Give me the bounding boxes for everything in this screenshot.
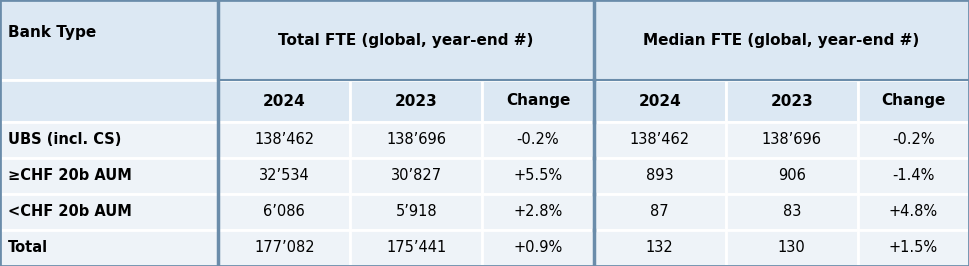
Text: 138’462: 138’462 — [630, 132, 690, 148]
Bar — [594, 230, 726, 266]
Text: 906: 906 — [778, 168, 805, 184]
Bar — [351, 158, 483, 194]
Bar — [0, 122, 218, 158]
Bar — [483, 80, 594, 122]
Text: Change: Change — [881, 94, 946, 109]
Text: ≥CHF 20b AUM: ≥CHF 20b AUM — [8, 168, 132, 184]
Bar — [0, 194, 218, 230]
Text: +5.5%: +5.5% — [514, 168, 563, 184]
Text: 6’086: 6’086 — [264, 205, 305, 219]
Text: +4.8%: +4.8% — [889, 205, 938, 219]
Bar — [351, 194, 483, 230]
Bar — [218, 0, 594, 80]
Bar — [594, 80, 726, 122]
Bar — [218, 158, 351, 194]
Bar — [858, 80, 969, 122]
Bar — [726, 194, 858, 230]
Text: 2023: 2023 — [770, 94, 813, 109]
Bar — [218, 122, 351, 158]
Bar — [483, 194, 594, 230]
Bar — [726, 80, 858, 122]
Bar — [483, 230, 594, 266]
Text: 30’827: 30’827 — [391, 168, 442, 184]
Bar — [351, 230, 483, 266]
Text: 87: 87 — [650, 205, 669, 219]
Text: 32’534: 32’534 — [259, 168, 310, 184]
Bar — [858, 194, 969, 230]
Text: 138’462: 138’462 — [254, 132, 314, 148]
Text: 2023: 2023 — [395, 94, 438, 109]
Bar — [726, 122, 858, 158]
Text: 83: 83 — [783, 205, 801, 219]
Bar — [0, 230, 218, 266]
Bar — [858, 158, 969, 194]
Text: 138’696: 138’696 — [387, 132, 447, 148]
Text: 130: 130 — [778, 240, 805, 256]
Text: Total: Total — [8, 240, 48, 256]
Text: Change: Change — [506, 94, 570, 109]
Text: 893: 893 — [646, 168, 673, 184]
Text: 2024: 2024 — [263, 94, 306, 109]
Bar — [594, 158, 726, 194]
Bar — [726, 230, 858, 266]
Text: 2024: 2024 — [639, 94, 681, 109]
Text: 132: 132 — [645, 240, 673, 256]
Text: 5’918: 5’918 — [395, 205, 437, 219]
Text: +2.8%: +2.8% — [514, 205, 563, 219]
Bar — [594, 0, 969, 80]
Bar — [594, 194, 726, 230]
Text: 138’696: 138’696 — [762, 132, 822, 148]
Text: 177’082: 177’082 — [254, 240, 315, 256]
Bar — [483, 158, 594, 194]
Bar — [218, 194, 351, 230]
Text: <CHF 20b AUM: <CHF 20b AUM — [8, 205, 132, 219]
Bar — [483, 122, 594, 158]
Bar — [594, 122, 726, 158]
Bar — [0, 80, 218, 122]
Bar — [858, 122, 969, 158]
Text: -0.2%: -0.2% — [516, 132, 559, 148]
Bar — [0, 158, 218, 194]
Text: -1.4%: -1.4% — [892, 168, 934, 184]
Bar — [726, 158, 858, 194]
Text: UBS (incl. CS): UBS (incl. CS) — [8, 132, 121, 148]
Bar — [218, 80, 351, 122]
Bar — [0, 0, 218, 80]
Bar — [351, 80, 483, 122]
Text: +0.9%: +0.9% — [514, 240, 563, 256]
Bar — [351, 122, 483, 158]
Text: -0.2%: -0.2% — [892, 132, 935, 148]
Text: Total FTE (global, year-end #): Total FTE (global, year-end #) — [278, 32, 534, 48]
Text: +1.5%: +1.5% — [889, 240, 938, 256]
Text: 175’441: 175’441 — [387, 240, 447, 256]
Bar — [858, 230, 969, 266]
Text: Bank Type: Bank Type — [8, 25, 96, 40]
Bar — [218, 230, 351, 266]
Text: Median FTE (global, year-end #): Median FTE (global, year-end #) — [643, 32, 920, 48]
